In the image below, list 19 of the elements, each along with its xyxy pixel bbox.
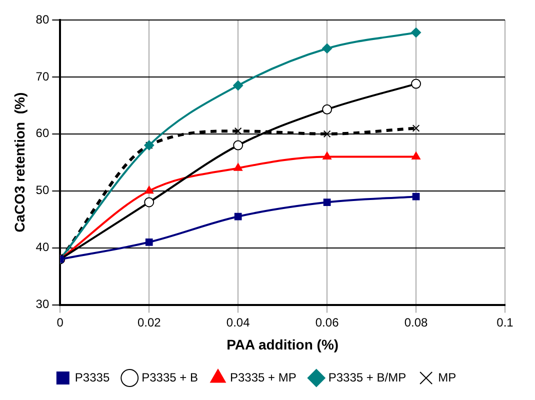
x-tick-label: 0.06 [315,315,340,330]
legend-label: P3335 [74,370,110,384]
x-tick-label: 0 [56,315,64,330]
x-tick-label: 0.02 [137,315,162,330]
y-tick-label: 70 [36,69,50,84]
x-tick-label: 0.04 [226,315,250,330]
legend-label: P3335 + B/MP [328,370,406,384]
y-tick-label: 40 [36,240,50,254]
x-tick-label: 0.08 [404,315,428,330]
x-axis-title: PAA addition (%) [226,336,339,352]
y-axis-title: CaCO3 retention (%) [11,92,28,232]
y-tick-label: 60 [36,126,50,140]
legend-label: P3335 + B [142,370,198,384]
legend-label: MP [438,370,456,384]
y-tick-label: 50 [36,183,50,198]
y-tick-label: 30 [36,297,50,312]
x-tick-label: 0.1 [496,315,514,330]
legend-label: P3335 + MP [230,370,296,384]
y-tick-label: 80 [36,12,50,26]
